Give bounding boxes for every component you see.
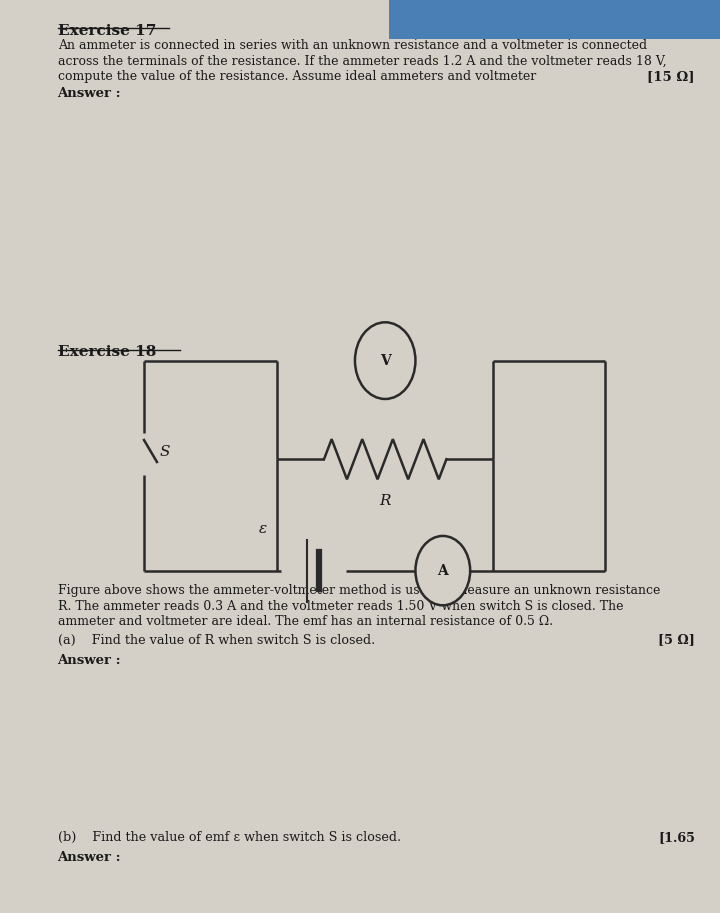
Text: [15 Ω]: [15 Ω]	[647, 70, 695, 83]
Text: [5 Ω]: [5 Ω]	[658, 634, 695, 646]
Text: S: S	[160, 445, 171, 459]
Text: Answer :: Answer :	[58, 851, 121, 864]
Text: A: A	[438, 563, 448, 578]
Circle shape	[355, 322, 415, 399]
Text: ε: ε	[258, 522, 267, 536]
Text: Exercise 17: Exercise 17	[58, 24, 156, 37]
Text: [1.65: [1.65	[658, 831, 695, 844]
Text: ammeter and voltmeter are ideal. The emf has an internal resistance of 0.5 Ω.: ammeter and voltmeter are ideal. The emf…	[58, 615, 553, 628]
Text: An ammeter is connected in series with an unknown resistance and a voltmeter is : An ammeter is connected in series with a…	[58, 39, 647, 52]
Circle shape	[415, 536, 470, 605]
Text: V: V	[380, 353, 390, 368]
Text: (a)    Find the value of R when switch S is closed.: (a) Find the value of R when switch S is…	[58, 634, 375, 646]
Text: across the terminals of the resistance. If the ammeter reads 1.2 A and the voltm: across the terminals of the resistance. …	[58, 55, 666, 68]
Text: Answer :: Answer :	[58, 654, 121, 666]
FancyBboxPatch shape	[389, 0, 720, 39]
Text: compute the value of the resistance. Assume ideal ammeters and voltmeter: compute the value of the resistance. Ass…	[58, 70, 536, 83]
Text: R. The ammeter reads 0.3 A and the voltmeter reads 1.50 V when switch S is close: R. The ammeter reads 0.3 A and the voltm…	[58, 600, 623, 613]
Text: (b)    Find the value of emf ε when switch S is closed.: (b) Find the value of emf ε when switch …	[58, 831, 401, 844]
Text: Exercise 18: Exercise 18	[58, 345, 156, 359]
Text: Answer :: Answer :	[58, 87, 121, 100]
Text: R: R	[379, 494, 391, 508]
Text: Figure above shows the ammeter-voltmeter method is used to measure an unknown re: Figure above shows the ammeter-voltmeter…	[58, 584, 660, 597]
